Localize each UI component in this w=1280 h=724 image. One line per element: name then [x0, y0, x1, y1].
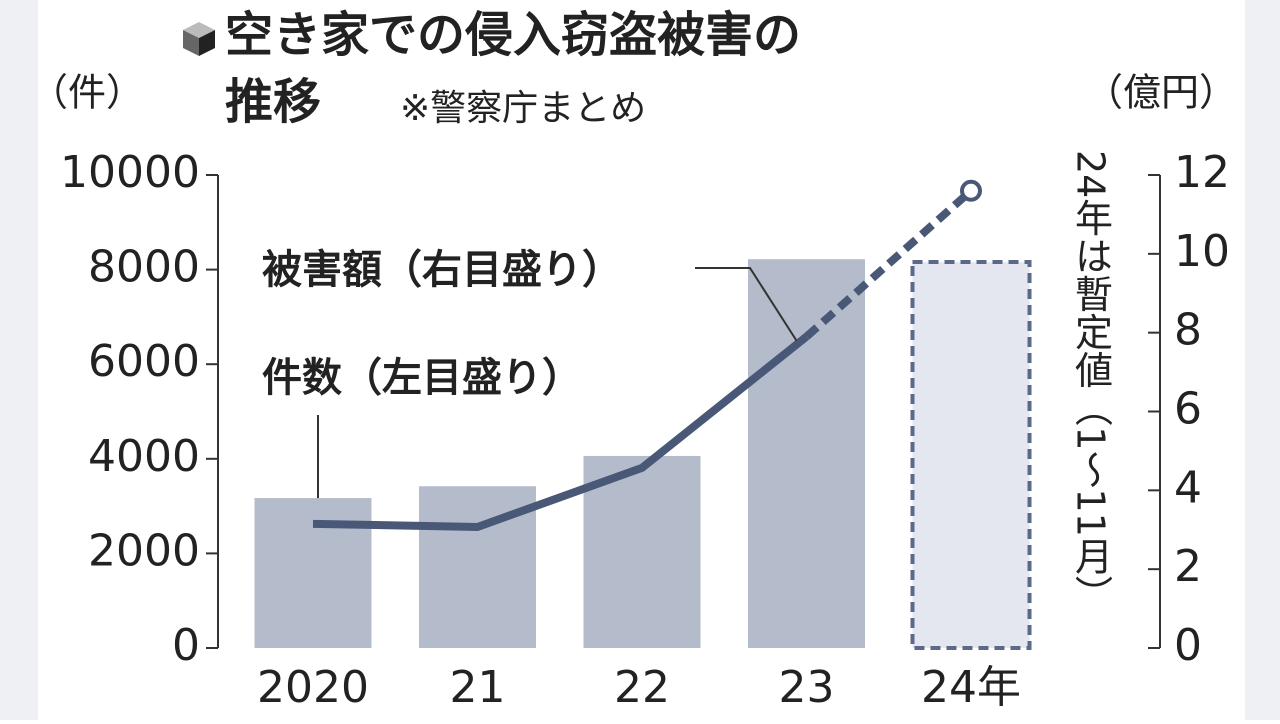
leader-line: [695, 267, 798, 342]
y2-tick-label: 0: [1174, 620, 1202, 671]
y2-tick-label: 6: [1174, 384, 1202, 435]
series-label: 件数（左目盛り）: [262, 355, 582, 401]
subtitle: ※警察庁まとめ: [400, 88, 646, 129]
chart-title: 推移: [225, 74, 321, 130]
series-label: 被害額（右目盛り）: [262, 247, 622, 293]
y2-tick-label: 4: [1174, 462, 1202, 513]
x-tick-label: 22: [614, 662, 670, 713]
y-tick-label: 4000: [88, 431, 200, 482]
y2-tick-label: 12: [1174, 147, 1230, 198]
x-tick-label: 24年: [921, 662, 1021, 713]
y2-axis-label: （億円）: [1085, 71, 1237, 115]
line-provisional: [803, 187, 974, 340]
annotation: 24年は暫定値（1～11月）: [1069, 150, 1113, 613]
y2-tick-label: 8: [1174, 305, 1202, 356]
side-band: [0, 0, 38, 720]
y-tick-label: 8000: [88, 242, 200, 293]
line: [312, 333, 809, 531]
bar: [748, 259, 865, 648]
bar: [254, 498, 372, 648]
x-tick-label: 21: [450, 662, 506, 713]
x-tick-label: 23: [779, 662, 835, 713]
y-axis-label: （件）: [30, 71, 144, 115]
side-band: [1245, 0, 1280, 720]
chart-title: 空き家での侵入窃盗被害の: [225, 7, 801, 63]
y2-tick-label: 10: [1174, 226, 1230, 277]
y-tick-label: 0: [172, 620, 200, 671]
y-tick-label: 6000: [88, 336, 200, 387]
bar: [583, 455, 701, 648]
x-tick-label: 2020: [257, 662, 369, 713]
bar: [910, 260, 1032, 650]
title-icon: [183, 22, 215, 56]
point-provisional: [960, 179, 982, 202]
y-tick-label: 2000: [88, 525, 200, 576]
y-tick-label: 10000: [60, 147, 200, 198]
y2-tick-label: 2: [1174, 541, 1202, 592]
